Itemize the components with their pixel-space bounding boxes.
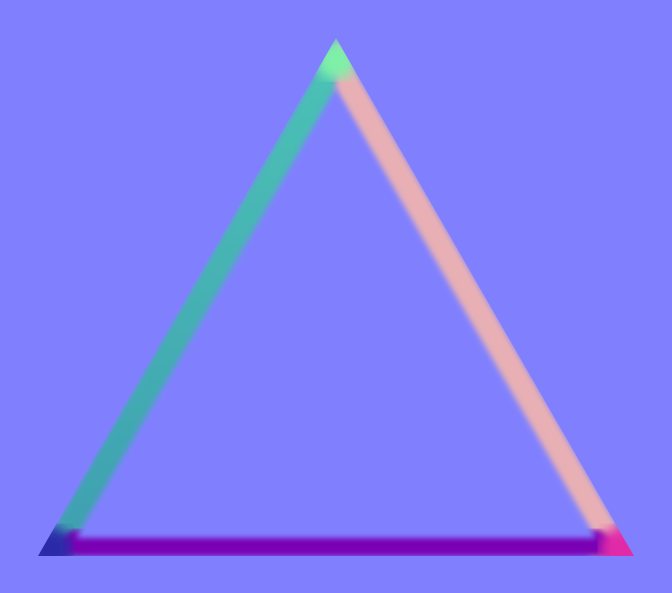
right-edge-bevel [336,38,634,556]
left-edge-bevel [38,38,336,556]
triangle-bevel [38,38,634,556]
triangle-face [76,88,596,538]
